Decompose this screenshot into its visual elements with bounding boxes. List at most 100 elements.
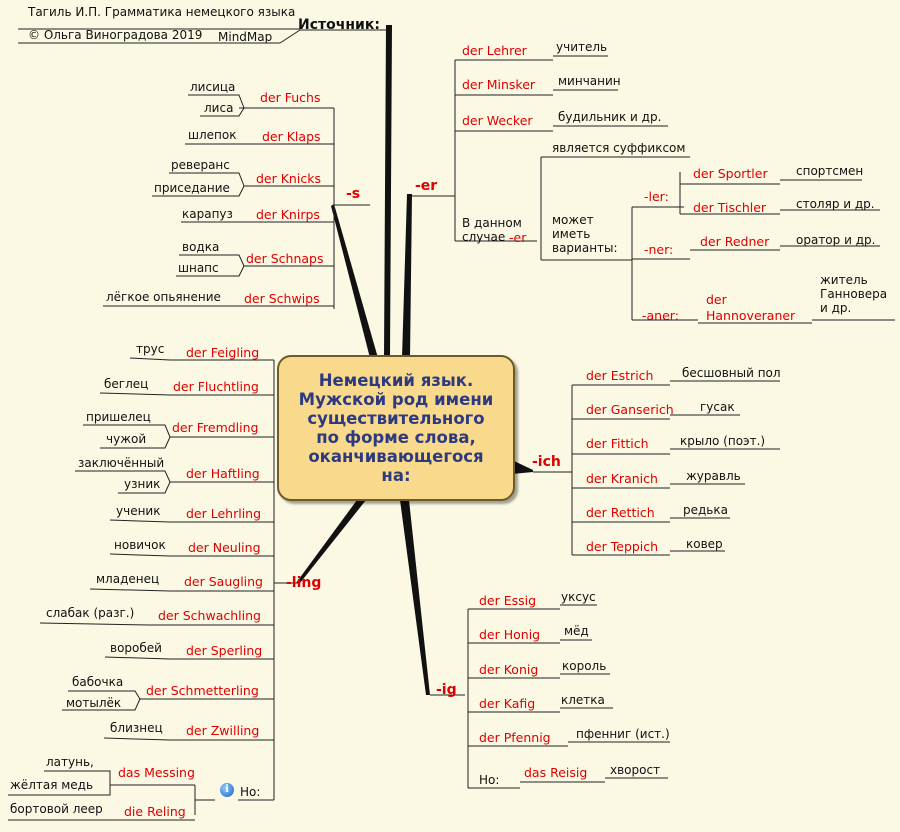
translation-ganserich[interactable]: гусак [700,400,735,414]
word-fluchtling[interactable]: der Fluchtling [173,379,259,394]
translation-minsker[interactable]: минчанин [558,74,621,88]
word-hannoveraner[interactable]: der Hannoveraner [706,292,796,323]
translation-fuchs-1[interactable]: лисица [190,80,236,94]
word-teppich[interactable]: der Teppich [586,539,659,554]
translation-messing-1[interactable]: латунь, [46,755,94,769]
word-wecker[interactable]: der Wecker [462,113,533,128]
translation-schwachling[interactable]: слабак (разг.) [46,606,135,620]
word-ganserich[interactable]: der Ganserich [586,402,674,417]
word-estrich[interactable]: der Estrich [586,368,654,383]
word-konig[interactable]: der Konig [479,662,539,677]
translation-neuling[interactable]: новичок [114,538,166,552]
translation-fluchtling[interactable]: беглец [104,377,149,391]
word-feigling[interactable]: der Feigling [186,345,260,360]
word-pfennig[interactable]: der Pfennig [479,730,551,745]
word-tischler[interactable]: der Tischler [693,200,767,215]
variant-aner[interactable]: -aner: [642,308,679,323]
translation-klaps[interactable]: шлепок [188,128,237,142]
info-icon[interactable]: i [220,783,234,797]
ling-exception-label[interactable]: Но: [240,785,261,799]
word-schwachling[interactable]: der Schwachling [158,608,261,623]
word-rettich[interactable]: der Rettich [586,505,655,520]
translation-fittich[interactable]: крыло (поэт.) [680,434,766,448]
branch-ig[interactable]: -ig [436,682,457,698]
is-suffix-text[interactable]: является суффиксом [552,141,686,155]
word-fremdling[interactable]: der Fremdling [172,420,259,435]
variant-ner[interactable]: -ner: [644,242,674,257]
word-redner[interactable]: der Redner [700,234,770,249]
word-schnaps[interactable]: der Schnaps [246,251,324,266]
translation-fuchs-2[interactable]: лиса [204,101,234,115]
translation-lehrer[interactable]: учитель [556,40,608,54]
word-zwilling[interactable]: der Zwilling [186,723,260,738]
translation-zwilling[interactable]: близнец [110,721,163,735]
translation-sperling[interactable]: воробей [110,641,162,655]
translation-sportler[interactable]: спортсмен [796,164,864,178]
translation-fremdling-2[interactable]: чужой [106,432,147,446]
translation-knicks-1[interactable]: реверанс [171,158,230,172]
translation-tischler[interactable]: столяр и др. [796,197,875,211]
translation-konig[interactable]: король [562,659,607,673]
word-reling[interactable]: die Reling [124,804,186,819]
translation-kafig[interactable]: клетка [561,693,605,707]
translation-saugling[interactable]: младенец [96,572,160,586]
word-lehrling[interactable]: der Lehrling [186,506,262,521]
central-topic[interactable]: Немецкий язык. Мужской род имени существ… [277,355,515,501]
translation-teppich[interactable]: ковер [686,537,723,551]
branch-ich[interactable]: -ich [532,454,561,470]
word-knicks[interactable]: der Knicks [256,171,321,186]
source-tool[interactable]: MindMap [218,30,273,44]
word-schmetterling[interactable]: der Schmetterling [146,683,259,698]
translation-redner[interactable]: оратор и др. [796,233,876,247]
translation-fremdling-1[interactable]: пришелец [86,410,151,424]
translation-schnaps-2[interactable]: шнапс [178,261,219,275]
word-minsker[interactable]: der Minsker [462,77,536,92]
word-klaps[interactable]: der Klaps [262,129,321,144]
word-haftling[interactable]: der Haftling [186,466,260,481]
translation-pfennig[interactable]: пфенниг (ист.) [576,727,670,741]
word-kranich[interactable]: der Kranich [586,471,658,486]
translation-reling[interactable]: бортовой леер [10,802,103,816]
translation-lehrling[interactable]: ученик [116,504,161,518]
translation-feigling[interactable]: трус [136,342,165,356]
branch-ling[interactable]: -ling [286,575,322,591]
word-knirps[interactable]: der Knirps [256,207,320,222]
word-essig[interactable]: der Essig [479,593,537,608]
source-label[interactable]: Источник: [298,17,380,33]
translation-reisig[interactable]: хворост [610,763,661,777]
translation-knirps[interactable]: карапуз [182,207,233,221]
translation-hannoveraner[interactable]: житель Ганновера и др. [820,273,888,315]
word-fuchs[interactable]: der Fuchs [260,90,321,105]
translation-kranich[interactable]: журавль [686,469,741,483]
source-author[interactable]: © Ольга Виноградова 2019 [28,28,203,42]
word-schwips[interactable]: der Schwips [244,291,320,306]
translation-schwips[interactable]: лёгкое опьянение [106,290,221,304]
word-sperling[interactable]: der Sperling [186,643,263,658]
translation-haftling-2[interactable]: узник [124,477,161,491]
translation-knicks-2[interactable]: приседание [154,181,230,195]
source-book[interactable]: Тагиль И.П. Грамматика немецкого языка [28,5,296,19]
translation-schmetterling-2[interactable]: мотылёк [66,696,122,710]
translation-essig[interactable]: уксус [561,590,596,604]
translation-rettich[interactable]: редька [683,503,728,517]
variants-text[interactable]: может иметь варианты: [552,213,618,255]
translation-messing-2[interactable]: жёлтая медь [10,778,94,792]
variant-ler[interactable]: -ler: [644,189,669,204]
branch-er[interactable]: -er [415,178,438,194]
translation-schmetterling-1[interactable]: бабочка [72,675,124,689]
word-kafig[interactable]: der Kafig [479,696,536,711]
word-lehrer[interactable]: der Lehrer [462,43,527,58]
translation-wecker[interactable]: будильник и др. [558,110,662,124]
translation-haftling-1[interactable]: заключённый [78,456,165,470]
word-neuling[interactable]: der Neuling [188,540,261,555]
translation-schnaps-1[interactable]: водка [182,240,220,254]
ig-exception-label[interactable]: Но: [479,773,500,787]
translation-estrich[interactable]: бесшовный пол [682,366,781,380]
word-fittich[interactable]: der Fittich [586,436,649,451]
word-honig[interactable]: der Honig [479,627,541,642]
word-messing[interactable]: das Messing [118,765,195,780]
translation-honig[interactable]: мёд [564,624,589,638]
branch-s[interactable]: -s [346,186,361,202]
word-sportler[interactable]: der Sportler [693,166,768,181]
word-saugling[interactable]: der Saugling [184,574,263,589]
